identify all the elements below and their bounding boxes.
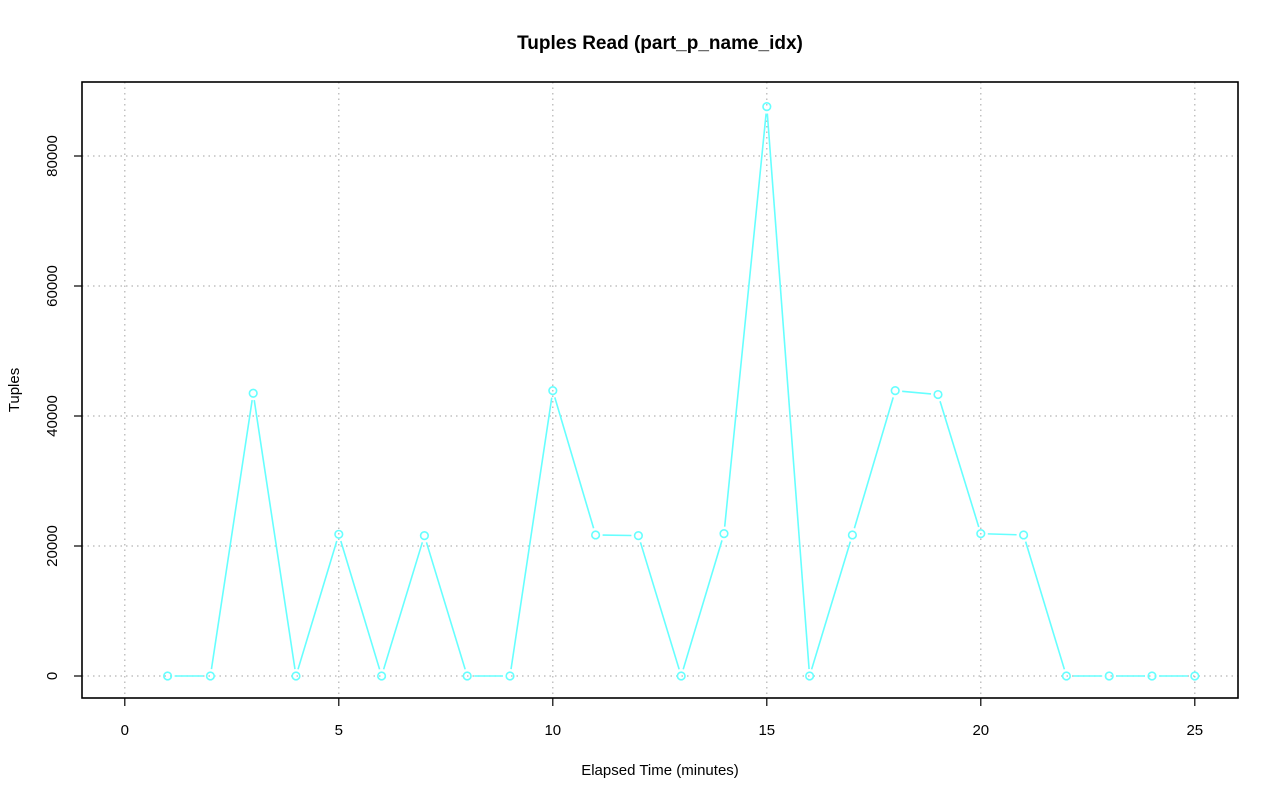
data-point bbox=[377, 671, 387, 681]
y-tick-label: 80000 bbox=[44, 135, 61, 177]
series-line bbox=[174, 113, 1188, 677]
series-segment bbox=[902, 390, 932, 395]
y-tick-label: 20000 bbox=[44, 525, 61, 567]
series-segment bbox=[682, 540, 723, 670]
data-point bbox=[933, 389, 943, 400]
series-segment bbox=[853, 397, 894, 529]
x-axis: 0 5 10 15 20 25 bbox=[121, 698, 1203, 739]
plot-frame bbox=[81, 81, 1239, 699]
data-point bbox=[676, 671, 686, 681]
data-point bbox=[1190, 671, 1200, 681]
grid bbox=[82, 82, 1238, 698]
x-tick-label: 5 bbox=[335, 722, 343, 739]
series-segment bbox=[340, 540, 381, 670]
y-tick-label: 40000 bbox=[44, 395, 61, 437]
data-point bbox=[419, 530, 430, 541]
series-segment bbox=[382, 542, 424, 670]
data-point bbox=[633, 530, 644, 541]
series-segment bbox=[210, 400, 253, 670]
data-point bbox=[1061, 671, 1071, 681]
series-segment bbox=[425, 542, 466, 670]
x-tick-label: 10 bbox=[544, 722, 561, 739]
data-point bbox=[590, 530, 601, 540]
y-axis: 0 20000 40000 60000 80000 bbox=[44, 135, 82, 680]
series-segment bbox=[1024, 541, 1066, 670]
series-segment bbox=[554, 397, 595, 529]
x-tick-label: 15 bbox=[758, 722, 775, 739]
x-tick-label: 25 bbox=[1186, 722, 1203, 739]
data-point bbox=[248, 388, 258, 398]
data-point bbox=[205, 671, 215, 681]
x-tick-label: 20 bbox=[972, 722, 989, 739]
x-tick-label: 0 bbox=[121, 722, 129, 739]
data-point bbox=[762, 101, 772, 112]
data-point bbox=[548, 386, 558, 396]
data-point bbox=[334, 529, 344, 539]
series-segment bbox=[939, 401, 980, 528]
x-axis-label: Elapsed Time (minutes) bbox=[581, 762, 739, 779]
series-segment bbox=[723, 113, 767, 527]
series-segment bbox=[253, 400, 296, 670]
data-point bbox=[1104, 671, 1114, 681]
series-segment bbox=[297, 540, 338, 670]
data-point bbox=[1018, 530, 1029, 540]
y-tick-label: 0 bbox=[44, 672, 61, 680]
data-point bbox=[890, 386, 900, 396]
data-point bbox=[719, 529, 729, 539]
series-segment bbox=[510, 397, 553, 670]
y-tick-label: 60000 bbox=[44, 265, 61, 307]
data-point bbox=[505, 671, 515, 681]
series-segment bbox=[810, 541, 852, 670]
data-point bbox=[163, 671, 173, 681]
data-point bbox=[291, 671, 301, 681]
series-segment bbox=[639, 542, 680, 670]
chart-title: Tuples Read (part_p_name_idx) bbox=[517, 33, 803, 54]
data-point bbox=[976, 529, 986, 539]
y-axis-label: Tuples bbox=[6, 368, 23, 412]
series-layer bbox=[163, 101, 1200, 681]
data-point bbox=[804, 671, 815, 681]
series-segment bbox=[987, 533, 1017, 536]
data-point bbox=[462, 671, 472, 681]
data-point bbox=[847, 530, 858, 540]
data-point bbox=[1147, 671, 1157, 681]
series-segment bbox=[766, 113, 810, 670]
